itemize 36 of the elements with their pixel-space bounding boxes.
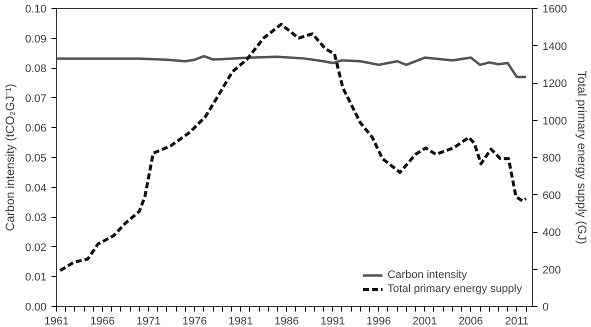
x-tick-label: 2006 <box>458 316 484 327</box>
y-tick-label: 0.06 <box>25 122 47 135</box>
y2-tick-label: 600 <box>542 190 561 202</box>
y-tick-label: 0.09 <box>25 33 47 46</box>
y-tick-label: 0.08 <box>25 63 47 76</box>
y2-tick-label: 400 <box>542 227 561 239</box>
y-tick-label: 0.07 <box>25 92 47 105</box>
y-tick-label: 0.05 <box>25 152 47 164</box>
x-tick-label: 1961 <box>44 316 69 327</box>
x-tick-label: 1996 <box>366 316 391 327</box>
y2-tick-label: 800 <box>542 152 561 164</box>
y2-tick-label: 200 <box>542 264 561 276</box>
y-tick-label: 0.10 <box>25 4 47 16</box>
x-tick-label: 1991 <box>320 316 345 327</box>
x-tick-label: 1966 <box>90 316 115 327</box>
x-tick-label: 1971 <box>136 316 161 327</box>
y-tick-label: 0.04 <box>25 182 47 194</box>
y-tick-label: 0.02 <box>25 242 47 254</box>
x-tick-label: 2011 <box>505 316 529 327</box>
x-tick-label: 2001 <box>412 316 438 327</box>
y2-tick-label: 0 <box>542 302 549 314</box>
legend-label: Carbon intensity <box>387 268 467 282</box>
x-tick-label: 1981 <box>228 316 253 327</box>
legend-label: Total primary energy supply <box>387 282 522 296</box>
y-tick-label: 0.03 <box>25 212 47 224</box>
x-tick-label: 1976 <box>182 316 207 327</box>
y-tick-label: 0.01 <box>25 272 47 284</box>
x-tick-label: 1986 <box>274 316 299 327</box>
y2-axis-title: Total primary energy supply (GJ) <box>574 70 589 244</box>
y2-tick-label: 1000 <box>542 115 567 128</box>
line-series <box>56 54 528 78</box>
y2-tick-label: 1600 <box>542 4 567 16</box>
y2-tick-label: 1400 <box>542 40 567 53</box>
y-axis-title: Carbon intensity (tCO₂GJ⁻¹) <box>3 84 18 232</box>
y-tick-label: 0.00 <box>25 302 47 314</box>
y2-tick-label: 1200 <box>542 78 567 90</box>
